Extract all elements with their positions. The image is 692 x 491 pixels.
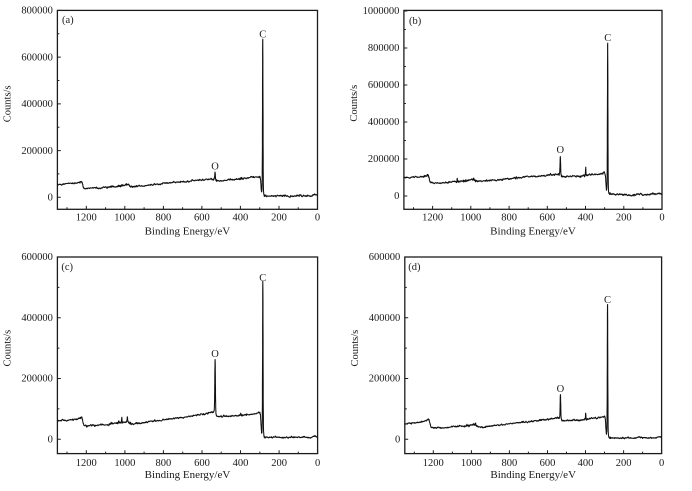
svg-text:200000: 200000 (21, 374, 53, 385)
svg-text:200000: 200000 (21, 146, 53, 157)
svg-text:0: 0 (315, 458, 320, 469)
svg-text:0: 0 (394, 191, 399, 202)
svg-text:1200: 1200 (423, 458, 444, 469)
svg-text:800: 800 (501, 213, 517, 224)
svg-text:400000: 400000 (21, 313, 53, 324)
svg-text:200000: 200000 (368, 154, 400, 165)
svg-text:(d): (d) (408, 262, 421, 273)
svg-text:800000: 800000 (21, 6, 53, 17)
svg-text:Counts/s: Counts/s (349, 85, 360, 122)
svg-text:400: 400 (233, 458, 249, 469)
svg-text:800: 800 (156, 458, 172, 469)
svg-text:400000: 400000 (368, 117, 400, 128)
svg-text:1000: 1000 (114, 213, 135, 224)
svg-text:C: C (604, 295, 611, 306)
svg-text:400000: 400000 (369, 313, 401, 324)
svg-text:Counts/s: Counts/s (3, 85, 14, 122)
svg-text:0: 0 (659, 213, 664, 224)
svg-text:400000: 400000 (21, 99, 53, 110)
svg-text:1200: 1200 (422, 213, 443, 224)
svg-text:0: 0 (395, 435, 400, 446)
svg-text:Binding Energy/eV: Binding Energy/eV (145, 226, 231, 238)
svg-text:(a): (a) (62, 15, 74, 26)
svg-text:C: C (259, 273, 266, 284)
svg-text:O: O (557, 384, 565, 395)
svg-text:600: 600 (539, 213, 555, 224)
svg-text:1000: 1000 (460, 213, 481, 224)
svg-text:O: O (557, 145, 565, 156)
svg-text:(c): (c) (61, 262, 73, 273)
svg-text:800000: 800000 (368, 43, 400, 54)
svg-text:600000: 600000 (21, 52, 53, 63)
svg-text:O: O (211, 349, 219, 360)
svg-text:1000: 1000 (114, 458, 135, 469)
svg-text:600: 600 (194, 213, 210, 224)
svg-text:200: 200 (616, 458, 632, 469)
svg-text:800: 800 (502, 458, 518, 469)
svg-text:1200: 1200 (76, 458, 97, 469)
svg-text:Counts/s: Counts/s (350, 330, 361, 367)
svg-text:600000: 600000 (368, 80, 400, 91)
svg-text:0: 0 (659, 458, 664, 469)
svg-text:Binding Energy/eV: Binding Energy/eV (490, 469, 576, 481)
svg-text:600: 600 (540, 458, 556, 469)
svg-text:0: 0 (315, 213, 320, 224)
svg-text:200000: 200000 (369, 374, 401, 385)
svg-text:600000: 600000 (21, 252, 53, 263)
svg-text:Binding Energy/eV: Binding Energy/eV (145, 469, 231, 481)
svg-text:C: C (259, 29, 266, 40)
svg-text:200: 200 (271, 458, 287, 469)
svg-text:200: 200 (271, 213, 287, 224)
svg-text:0: 0 (48, 435, 53, 446)
svg-text:400: 400 (578, 458, 594, 469)
svg-text:1000000: 1000000 (363, 6, 400, 17)
svg-text:(b): (b) (409, 16, 422, 27)
svg-text:Counts/s: Counts/s (3, 330, 14, 367)
svg-text:0: 0 (48, 193, 53, 204)
svg-text:1000: 1000 (461, 458, 482, 469)
svg-text:1200: 1200 (76, 213, 97, 224)
svg-text:800: 800 (156, 213, 172, 224)
svg-text:C: C (604, 33, 611, 44)
svg-text:Binding Energy/eV: Binding Energy/eV (490, 226, 576, 238)
svg-text:O: O (211, 162, 219, 173)
svg-text:600000: 600000 (369, 252, 401, 263)
svg-text:600: 600 (194, 458, 210, 469)
svg-text:200: 200 (616, 213, 632, 224)
svg-text:400: 400 (233, 213, 249, 224)
svg-text:400: 400 (578, 213, 594, 224)
